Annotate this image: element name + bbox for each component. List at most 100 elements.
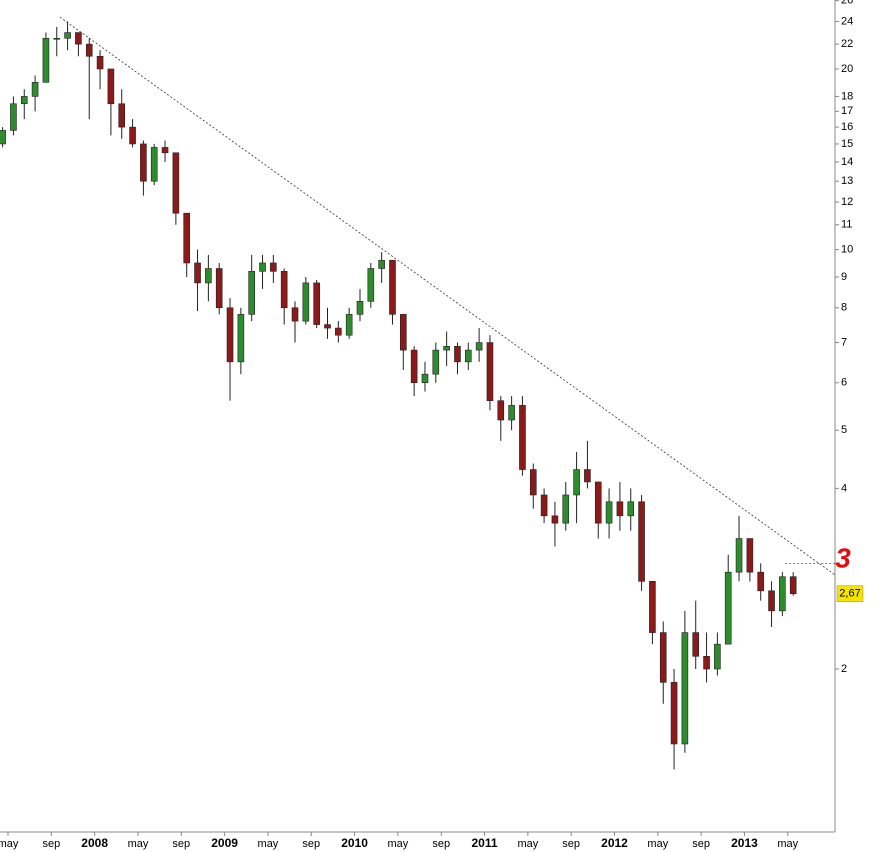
candle-body (475, 342, 483, 351)
candle-body (302, 282, 310, 322)
candle-body (692, 632, 700, 657)
candle-body (649, 581, 656, 633)
x-tick-label: 2010 (341, 836, 368, 850)
y-tick-label: 9 (841, 271, 847, 283)
y-tick-label: 24 (841, 15, 853, 27)
candle-body (443, 345, 450, 351)
candle-body (150, 147, 158, 182)
candle-body (432, 349, 440, 375)
candle-body (605, 501, 613, 524)
x-tick-label: 2013 (731, 836, 758, 850)
candle-body (96, 55, 104, 70)
x-tick-label: may (128, 838, 149, 850)
candle-body (237, 314, 245, 363)
candle-body (421, 373, 429, 384)
candle-body (313, 282, 320, 325)
x-tick-label: sep (172, 838, 190, 850)
candle-body (486, 342, 494, 401)
y-tick-label: 11 (841, 219, 852, 231)
candle-body (573, 469, 580, 496)
y-tick-label: 5 (841, 424, 847, 436)
candle-body (20, 96, 28, 105)
candle-body (85, 43, 93, 57)
candle-body (140, 143, 147, 182)
candle-body (53, 37, 61, 40)
y-tick-label: 22 (841, 38, 853, 50)
candle-body (724, 571, 732, 645)
last-price-box (836, 585, 864, 603)
x-tick-label: may (517, 838, 538, 850)
y-tick-label: 26 (841, 0, 853, 7)
candle-body (703, 655, 710, 670)
x-tick-label: may (0, 838, 19, 850)
x-tick-label: sep (562, 838, 580, 850)
candle-body (681, 632, 689, 745)
x-tick-label: 2009 (211, 836, 238, 850)
candle-body (627, 501, 635, 517)
x-tick-label: sep (692, 838, 710, 850)
y-tick-label: 13 (841, 175, 853, 187)
x-tick-label: may (388, 838, 409, 850)
candle-body (64, 32, 71, 39)
candle-body (31, 82, 39, 97)
y-tick-label: 4 (841, 482, 847, 494)
candle-body (638, 501, 645, 582)
candle-body (594, 481, 602, 524)
candle-body (735, 538, 743, 573)
x-tick-label: sep (302, 838, 320, 850)
candle-body (356, 301, 364, 315)
x-tick-label: sep (42, 838, 60, 850)
x-tick-label: may (647, 838, 668, 850)
y-tick-label: 10 (841, 244, 853, 256)
candle-body (389, 259, 396, 315)
candle-body (248, 271, 255, 315)
candle-body (215, 268, 223, 309)
candle-body (768, 590, 775, 612)
x-tick-label: 2008 (81, 836, 108, 850)
candle-body (757, 571, 765, 592)
candle-body (714, 643, 721, 670)
candle-body (779, 576, 786, 612)
candle-body (194, 262, 201, 284)
x-tick-label: may (258, 838, 279, 850)
candle-body (270, 262, 277, 272)
candle-body (324, 324, 331, 329)
candle-body (0, 130, 6, 145)
y-tick-label: 16 (841, 121, 853, 133)
level-label: 3 (835, 543, 851, 574)
y-tick-label: 20 (841, 63, 853, 75)
x-tick-label: 2011 (472, 836, 498, 850)
candle-body (464, 349, 472, 363)
candle-body (129, 126, 136, 145)
candle-body (367, 268, 375, 302)
candle-body (410, 349, 418, 384)
candle-body (670, 682, 678, 745)
candle-body (497, 400, 505, 421)
y-tick-label: 18 (841, 90, 853, 102)
candle-body (107, 68, 115, 105)
x-tick-label: may (777, 838, 798, 850)
candle-body (280, 271, 288, 309)
candle-body (400, 314, 407, 351)
candle-body (616, 501, 624, 517)
candle-body (42, 37, 50, 83)
candle-body (205, 268, 212, 284)
y-tick-label: 12 (841, 196, 853, 208)
candle-body (118, 103, 126, 128)
candle-body (345, 314, 353, 336)
candle-body (584, 469, 591, 483)
candle-body (540, 494, 548, 517)
candle-body (183, 212, 191, 264)
candle-body (161, 147, 169, 154)
candle-body (378, 259, 385, 269)
candle-body (551, 515, 559, 524)
candle-body (259, 262, 266, 272)
candle-body (659, 632, 667, 683)
candle-body (508, 405, 515, 421)
candle-body (519, 405, 526, 470)
y-tick-label: 17 (841, 105, 853, 117)
y-tick-label: 6 (841, 377, 847, 389)
candle-body (226, 307, 234, 363)
